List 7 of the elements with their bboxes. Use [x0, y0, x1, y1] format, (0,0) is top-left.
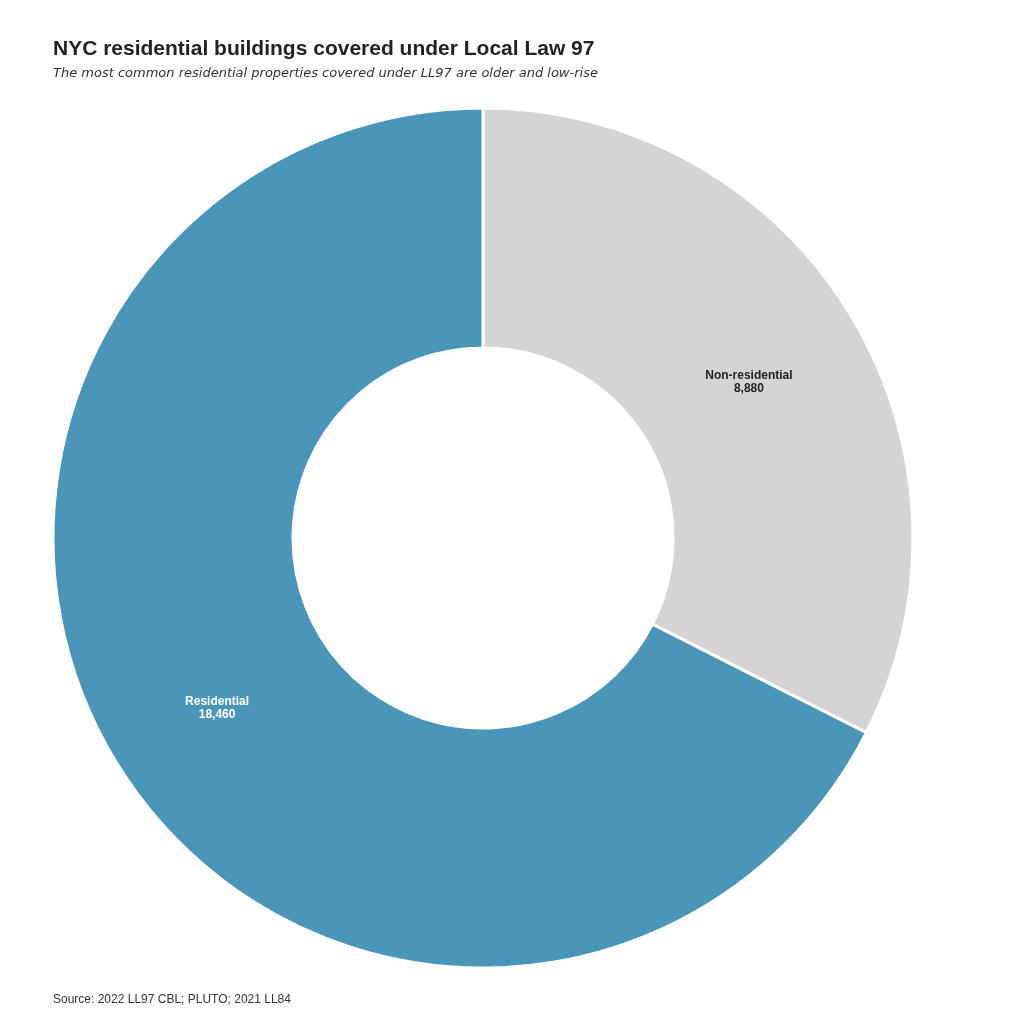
data-label: 18,460 — [198, 707, 236, 722]
chart-title: NYC residential buildings covered under Local Law 97 — [53, 36, 595, 59]
source-note: Source: 2022 LL97 CBL; PLUTO; 2021 LL84 — [53, 992, 291, 1006]
data-label: 8,880 — [733, 380, 765, 395]
slice-label: Residential — [185, 694, 250, 709]
slice-label: Non-residential — [705, 367, 793, 382]
chart-subtitle: The most common residential properties covered under LL97 are older and low-rise — [53, 65, 598, 80]
